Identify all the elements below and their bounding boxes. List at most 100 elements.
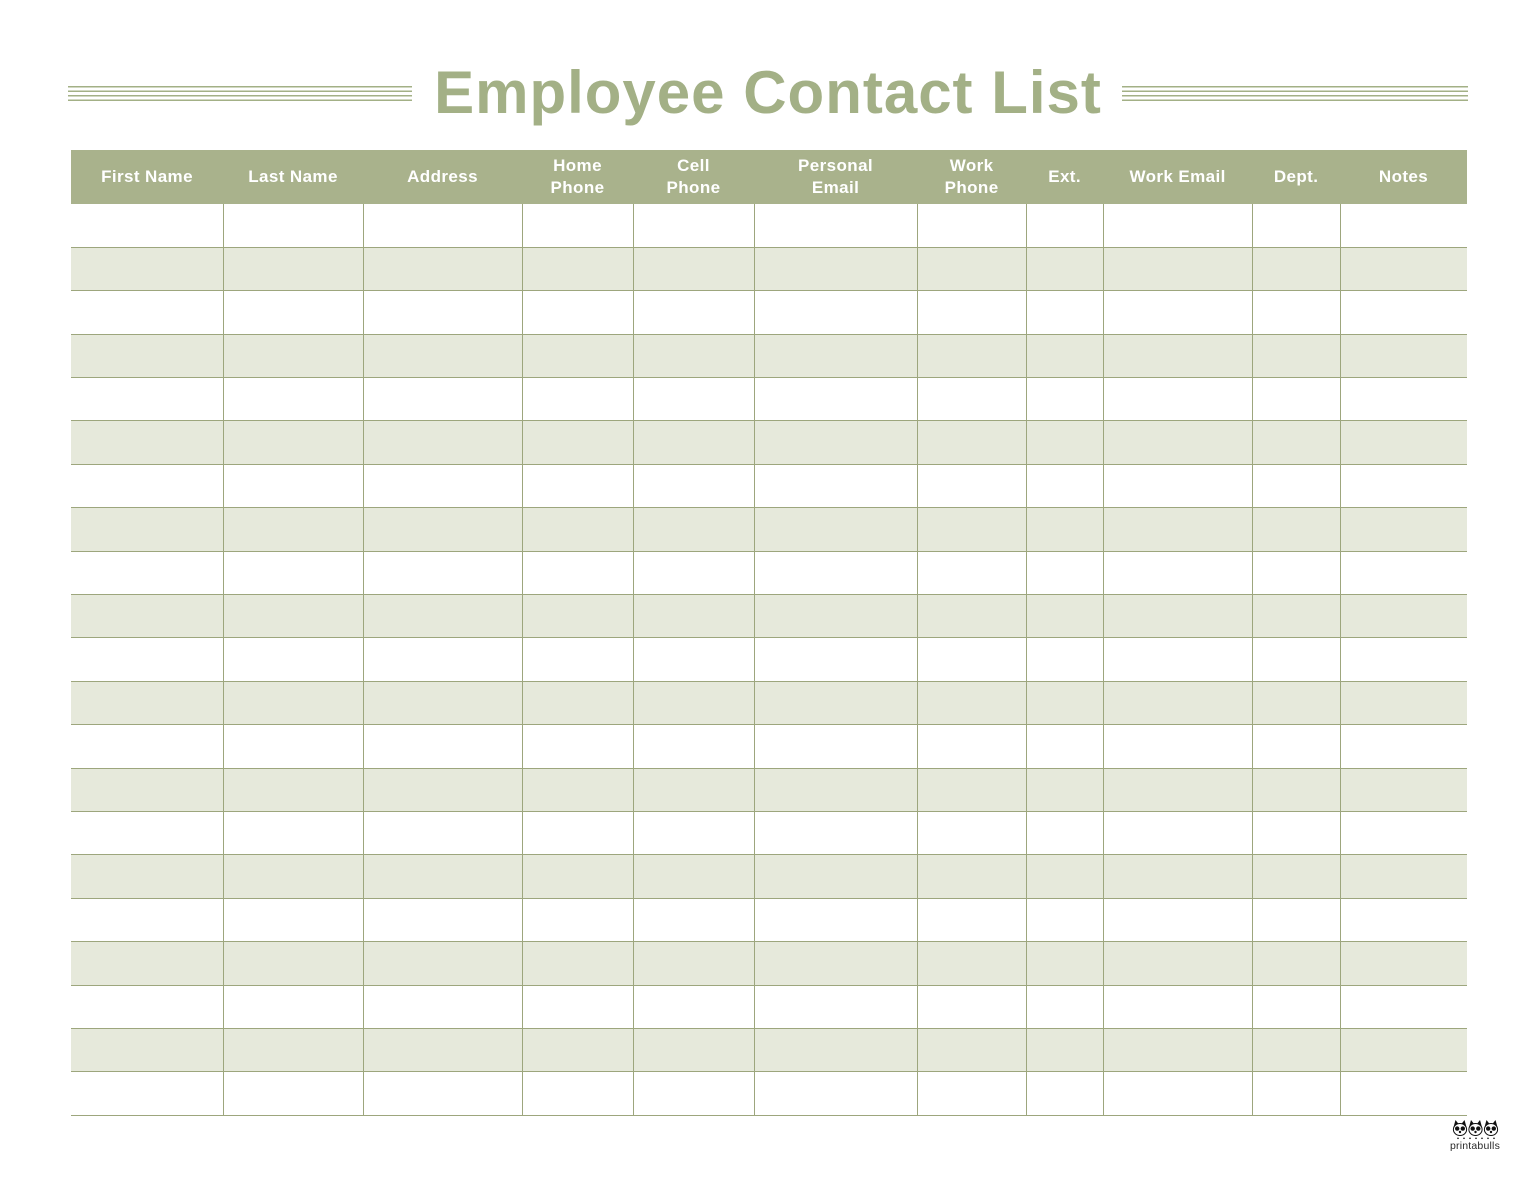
cell-work-phone [916, 247, 1027, 292]
cell-address [362, 420, 523, 465]
cell-address [362, 985, 523, 1029]
cell-notes [1339, 768, 1467, 812]
cell-notes [1339, 854, 1467, 899]
cell-ext [1025, 594, 1104, 639]
cell-first-name [71, 551, 224, 596]
column-header-last-name: Last Name [223, 150, 364, 204]
cell-work-email [1102, 551, 1253, 596]
cell-first-name [71, 290, 224, 335]
cell-personal-email [753, 941, 918, 986]
cell-last-name [222, 551, 364, 596]
cell-work-email [1102, 681, 1253, 726]
cell-dept [1251, 724, 1341, 769]
cell-address [362, 334, 523, 379]
cell-first-name [71, 811, 224, 856]
cell-work-email [1102, 247, 1253, 292]
cell-first-name [71, 420, 224, 465]
cell-dept [1251, 420, 1341, 465]
cell-notes [1339, 985, 1467, 1029]
cell-address [362, 377, 523, 422]
cell-work-phone [916, 985, 1027, 1029]
cell-first-name [71, 1071, 224, 1116]
cell-dept [1251, 334, 1341, 379]
cell-address [362, 637, 523, 682]
table-row [71, 637, 1467, 682]
cell-work-email [1102, 854, 1253, 899]
cell-address [362, 507, 523, 552]
cell-cell-phone [632, 204, 755, 248]
cell-work-phone [916, 898, 1027, 943]
cell-address [362, 247, 523, 292]
cell-dept [1251, 377, 1341, 422]
column-header-first-name: First Name [71, 150, 224, 204]
cell-personal-email [753, 507, 918, 552]
cell-ext [1025, 985, 1104, 1029]
cell-ext [1025, 334, 1104, 379]
cell-personal-email [753, 768, 918, 812]
cell-last-name [222, 377, 364, 422]
cell-work-email [1102, 594, 1253, 639]
cell-ext [1025, 768, 1104, 812]
cell-first-name [71, 204, 224, 248]
cell-ext [1025, 724, 1104, 769]
cell-notes [1339, 247, 1467, 292]
cell-work-email [1102, 334, 1253, 379]
cell-personal-email [753, 854, 918, 899]
cell-work-email [1102, 420, 1253, 465]
cell-cell-phone [632, 334, 755, 379]
cell-last-name [222, 985, 364, 1029]
cell-cell-phone [632, 377, 755, 422]
cell-work-phone [916, 1071, 1027, 1116]
column-header-ext: Ext. [1026, 150, 1104, 204]
cell-work-phone [916, 768, 1027, 812]
cell-dept [1251, 247, 1341, 292]
cell-personal-email [753, 1071, 918, 1116]
cell-notes [1339, 724, 1467, 769]
cell-work-email [1102, 724, 1253, 769]
cell-work-phone [916, 941, 1027, 986]
cell-last-name [222, 420, 364, 465]
cell-personal-email [753, 681, 918, 726]
cell-last-name [222, 941, 364, 986]
cell-cell-phone [632, 1028, 755, 1073]
table-head: First Name Last Name Address Home Phone Cell… [71, 150, 1467, 204]
cell-address [362, 811, 523, 856]
cell-work-phone [916, 637, 1027, 682]
cell-dept [1251, 681, 1341, 726]
cell-dept [1251, 941, 1341, 986]
cell-ext [1025, 507, 1104, 552]
cell-cell-phone [632, 768, 755, 812]
table-row [71, 681, 1467, 726]
cell-last-name [222, 594, 364, 639]
cell-notes [1339, 290, 1467, 335]
cell-personal-email [753, 247, 918, 292]
cell-last-name [222, 507, 364, 552]
cell-first-name [71, 334, 224, 379]
cell-dept [1251, 551, 1341, 596]
cell-address [362, 594, 523, 639]
cell-address [362, 681, 523, 726]
cell-home-phone [521, 681, 633, 726]
cell-personal-email [753, 985, 918, 1029]
cell-ext [1025, 290, 1104, 335]
cell-dept [1251, 594, 1341, 639]
cell-last-name [222, 204, 364, 248]
cell-ext [1025, 247, 1104, 292]
column-header-notes: Notes [1340, 150, 1467, 204]
cell-home-phone [521, 811, 633, 856]
cell-work-email [1102, 637, 1253, 682]
cell-work-phone [916, 204, 1027, 248]
cell-work-phone [916, 464, 1027, 509]
table-row [71, 290, 1467, 335]
cell-home-phone [521, 724, 633, 769]
table-body [71, 204, 1467, 1116]
cell-ext [1025, 941, 1104, 986]
cell-last-name [222, 681, 364, 726]
cell-last-name [222, 898, 364, 943]
cell-last-name [222, 464, 364, 509]
cell-dept [1251, 985, 1341, 1029]
cell-work-phone [916, 854, 1027, 899]
dog-icon [1483, 1120, 1498, 1136]
cell-personal-email [753, 811, 918, 856]
paw-dots [1456, 1137, 1495, 1140]
